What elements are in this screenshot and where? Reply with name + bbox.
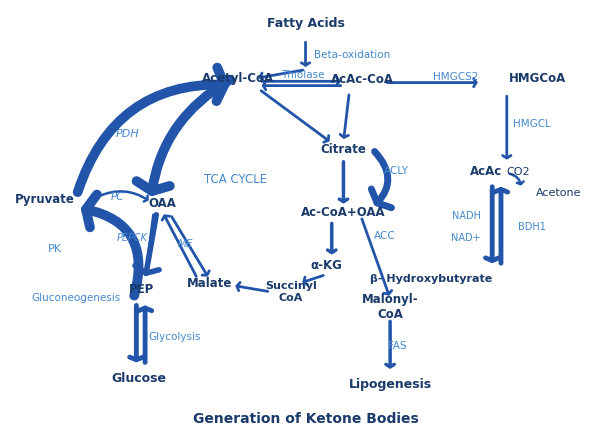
Text: PK: PK [47,244,62,254]
Text: HMGCS2: HMGCS2 [433,72,478,82]
Text: BDH1: BDH1 [518,222,547,232]
Text: TCA CYCLE: TCA CYCLE [204,173,267,186]
Text: ACC: ACC [374,231,396,241]
Text: Acetone: Acetone [536,187,581,198]
Text: PEPCK: PEPCK [117,233,148,243]
Text: Citrate: Citrate [320,143,367,156]
Text: OAA: OAA [149,197,176,210]
Text: ME: ME [178,239,194,250]
Text: Fatty Acids: Fatty Acids [266,17,344,30]
Text: Pyruvate: Pyruvate [15,193,75,205]
Text: Acetyl-CoA: Acetyl-CoA [202,72,274,85]
Text: Beta-oxidation: Beta-oxidation [314,49,391,59]
Text: PC: PC [111,192,125,202]
Text: Thiolase: Thiolase [281,70,325,80]
Text: ACLY: ACLY [384,166,409,176]
Text: Succinyl
CoA: Succinyl CoA [265,281,317,303]
Text: Generation of Ketone Bodies: Generation of Ketone Bodies [193,412,418,426]
Text: α-KG: α-KG [310,260,342,272]
Text: Gluconeogenesis: Gluconeogenesis [31,293,121,303]
Text: CO2: CO2 [506,167,530,177]
Text: NAD+: NAD+ [451,233,481,243]
Text: PDH: PDH [116,129,139,139]
Text: Lipogenesis: Lipogenesis [349,378,431,391]
Text: PEP: PEP [128,283,154,296]
Text: Malonyl-
CoA: Malonyl- CoA [362,293,418,321]
Text: HMGCoA: HMGCoA [509,72,566,85]
Text: HMGCL: HMGCL [513,118,551,128]
Text: Glycolysis: Glycolysis [148,332,200,342]
Text: AcAc-CoA: AcAc-CoA [331,73,394,86]
Text: FAS: FAS [388,341,407,351]
Text: NADH: NADH [452,212,481,222]
Text: AcAc: AcAc [470,165,503,178]
Text: Glucose: Glucose [112,371,167,385]
Text: Ac-CoA+OAA: Ac-CoA+OAA [301,205,386,218]
Text: β- Hydroxybutyrate: β- Hydroxybutyrate [370,274,492,284]
Text: Malate: Malate [187,277,232,290]
